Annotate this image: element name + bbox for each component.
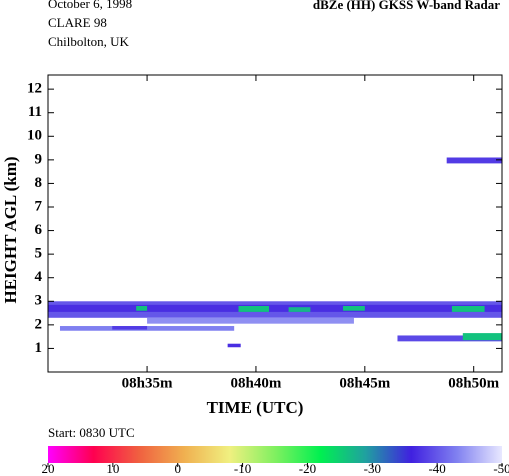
echo — [147, 317, 354, 324]
x-tick-label: 08h40m — [231, 375, 282, 391]
y-axis-label: HEIGHT AGL (km) — [1, 156, 20, 303]
colorbar-tick-label: 20 — [42, 461, 55, 476]
colorbar-tick-label: -20 — [299, 461, 316, 476]
colorbar-tick-label: -10 — [234, 461, 251, 476]
x-tick-label: 08h35m — [122, 375, 173, 391]
echo — [227, 343, 241, 348]
y-tick-label: 9 — [35, 151, 43, 167]
colorbar-tick-label: -40 — [428, 461, 445, 476]
echo — [48, 304, 502, 312]
y-tick-label: 10 — [27, 128, 42, 144]
x-axis-label: TIME (UTC) — [207, 398, 304, 417]
x-tick-label: 08h50m — [448, 375, 499, 391]
echo — [288, 307, 311, 312]
y-tick-label: 7 — [35, 198, 43, 214]
colorbar — [48, 446, 502, 463]
colorbar-tick-label: -30 — [364, 461, 381, 476]
date: October 6, 1998 — [48, 0, 132, 11]
y-tick-label: 8 — [35, 175, 43, 191]
echo — [462, 333, 502, 341]
plot-area — [48, 157, 502, 348]
y-tick-label: 6 — [35, 222, 43, 238]
plot-frame — [47, 74, 503, 373]
echo — [112, 326, 148, 330]
y-tick-label: 12 — [27, 81, 42, 97]
echo — [238, 306, 270, 312]
y-tick-label: 2 — [35, 316, 43, 332]
colorbar-tick-label: 0 — [174, 461, 181, 476]
y-tick-label: 3 — [35, 293, 43, 309]
y-tick-label: 1 — [35, 340, 43, 356]
echo — [451, 306, 485, 312]
echo — [446, 157, 502, 164]
echo — [136, 306, 148, 311]
x-tick-label: 08h45m — [339, 375, 390, 391]
y-tick-label: 11 — [28, 104, 42, 120]
y-tick-label: 4 — [35, 269, 43, 285]
colorbar-tick-label: 10 — [106, 461, 119, 476]
y-tick-label: 5 — [35, 246, 43, 262]
chart-title: dBZe (HH) GKSS W-band Radar — [313, 0, 500, 12]
campaign: CLARE 98 — [48, 15, 107, 30]
echo — [343, 306, 365, 311]
echo — [397, 335, 502, 342]
site: Chilbolton, UK — [48, 34, 130, 49]
colorbar-tick-label: -50 — [493, 461, 509, 476]
start-label: Start: 0830 UTC — [48, 425, 135, 440]
